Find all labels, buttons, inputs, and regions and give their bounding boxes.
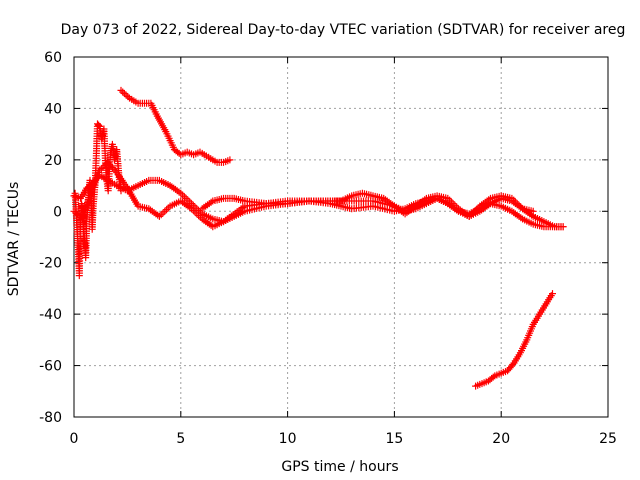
y-tick-label: 0 [53,204,62,220]
x-axis-label: GPS time / hours [281,459,398,475]
y-tick-label: 40 [44,101,62,117]
x-tick-label: 0 [70,431,79,447]
y-tick-label: 60 [44,50,62,66]
plot-frame [73,56,609,418]
series-lower-arc [472,290,556,390]
axis-ticks [73,56,609,418]
x-tick-label: 15 [385,431,403,447]
y-tick-label: -80 [39,410,62,426]
series-markers [117,86,234,166]
y-tick-labels: -80 -60 -40 -20 0 20 40 60 [39,50,62,426]
series-track-c [198,189,537,220]
y-tick-label: -40 [39,307,62,323]
data-points [70,86,567,390]
x-tick-label: 5 [176,431,185,447]
x-tick-label: 20 [492,431,510,447]
series-markers [71,120,125,280]
y-tick-label: -20 [39,256,62,272]
x-tick-labels: 0 5 10 15 20 25 [70,431,617,447]
grid-lines [74,57,608,417]
x-tick-label: 25 [599,431,617,447]
y-tick-label: -60 [39,359,62,375]
series-upper-arc [117,86,234,166]
series-markers [472,290,556,390]
chart-title: Day 073 of 2022, Sidereal Day-to-day VTE… [61,22,626,38]
y-tick-label: 20 [44,153,62,169]
series-markers [198,189,537,220]
x-tick-label: 10 [279,431,297,447]
y-axis-label: SDTVAR / TECUs [6,182,22,297]
series-spike-near-zero [71,120,125,280]
